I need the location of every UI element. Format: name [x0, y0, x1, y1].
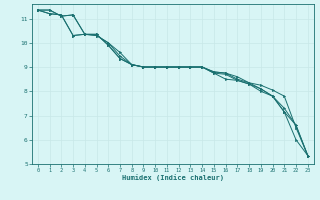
X-axis label: Humidex (Indice chaleur): Humidex (Indice chaleur) [122, 175, 224, 181]
